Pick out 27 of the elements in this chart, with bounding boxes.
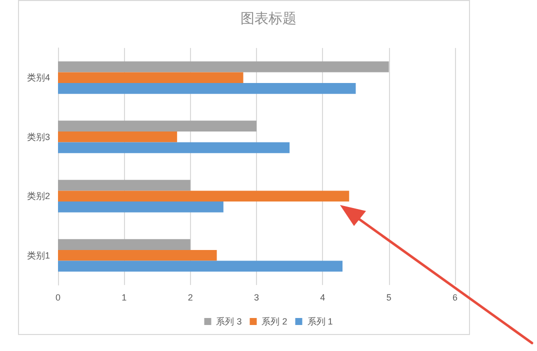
legend-label: 系列 1 [307, 316, 333, 326]
x-tick-label: 6 [452, 292, 458, 302]
x-tick-label: 3 [254, 292, 260, 302]
bar [58, 239, 190, 250]
bar [58, 61, 389, 72]
y-tick-label: 类别2 [26, 191, 50, 202]
x-tick-label: 0 [55, 292, 61, 302]
bar [58, 250, 217, 261]
bar [58, 120, 256, 132]
x-tick-label: 2 [188, 292, 193, 302]
x-tick-label: 1 [122, 292, 127, 302]
bar [58, 202, 224, 212]
bar [58, 260, 343, 272]
bar [58, 142, 290, 154]
legend-label: 系列 2 [262, 316, 288, 326]
chart-title: 图表标题 [240, 10, 296, 26]
x-tick-label: 4 [320, 292, 326, 302]
legend-label: 系列 3 [216, 316, 242, 326]
bar [58, 180, 190, 191]
bar [58, 190, 350, 202]
y-tick-label: 类别1 [26, 250, 50, 260]
bar [58, 83, 356, 94]
bar [58, 72, 244, 84]
bar [58, 131, 178, 142]
x-tick-label: 5 [386, 292, 392, 302]
y-tick-label: 类别3 [26, 132, 50, 142]
y-tick-label: 类别4 [26, 72, 50, 83]
